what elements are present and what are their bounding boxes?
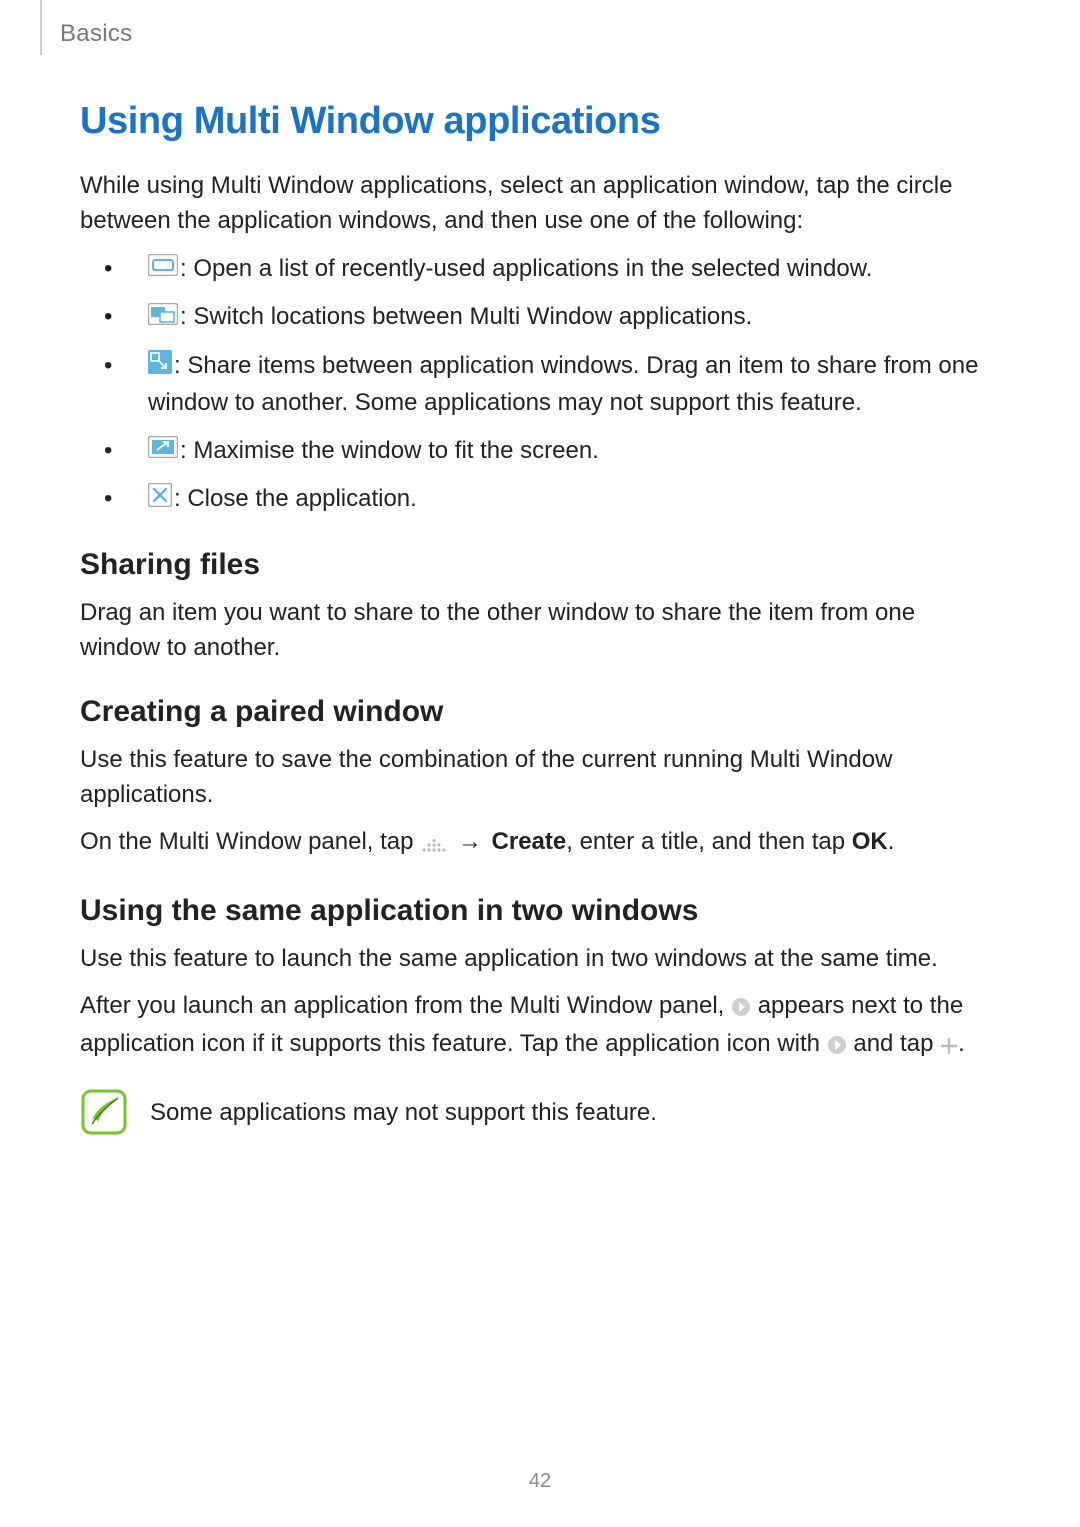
arrow-glyph: → bbox=[455, 825, 485, 860]
paired-window-heading: Creating a paired window bbox=[80, 695, 1000, 729]
list-item: : Switch locations between Multi Window … bbox=[80, 299, 1000, 336]
sharing-files-body: Drag an item you want to share to the ot… bbox=[80, 596, 1000, 666]
panel-handle-icon bbox=[420, 829, 448, 864]
page-number: 42 bbox=[0, 1470, 1080, 1493]
paired-window-body1: Use this feature to save the combination… bbox=[80, 743, 1000, 813]
same-app-body1: Use this feature to launch the same appl… bbox=[80, 942, 1000, 977]
text-fragment: On the Multi Window panel, tap bbox=[80, 828, 420, 855]
close-icon bbox=[148, 482, 172, 518]
list-item-text: : Share items between application window… bbox=[148, 352, 978, 416]
list-item-text: : Switch locations between Multi Window … bbox=[180, 303, 752, 330]
dual-badge-icon bbox=[827, 1031, 847, 1066]
list-item: : Share items between application window… bbox=[80, 348, 1000, 421]
list-item-text: : Close the application. bbox=[174, 485, 417, 512]
list-item: : Open a list of recently-used applicati… bbox=[80, 251, 1000, 288]
ok-label: OK bbox=[852, 828, 888, 855]
maximise-icon bbox=[148, 433, 178, 469]
switch-windows-icon bbox=[148, 300, 178, 336]
sharing-files-heading: Sharing files bbox=[80, 548, 1000, 582]
page-title: Using Multi Window applications bbox=[80, 100, 1000, 143]
list-item: : Maximise the window to fit the screen. bbox=[80, 433, 1000, 470]
intro-paragraph: While using Multi Window applications, s… bbox=[80, 169, 1000, 239]
dual-badge-icon bbox=[731, 993, 751, 1028]
text-fragment: and tap bbox=[853, 1030, 940, 1057]
paired-window-body2: On the Multi Window panel, tap → Create,… bbox=[80, 825, 1000, 864]
note-text: Some applications may not support this f… bbox=[150, 1088, 657, 1131]
note-block: Some applications may not support this f… bbox=[80, 1088, 1000, 1141]
plus-icon bbox=[940, 1031, 958, 1066]
create-label: Create bbox=[492, 828, 567, 855]
recent-apps-icon bbox=[148, 251, 178, 287]
section-label: Basics bbox=[60, 20, 133, 48]
note-icon bbox=[80, 1088, 128, 1141]
list-item-text: : Open a list of recently-used applicati… bbox=[180, 255, 872, 282]
list-item-text: : Maximise the window to fit the screen. bbox=[180, 437, 599, 464]
text-fragment: , enter a title, and then tap bbox=[566, 828, 852, 855]
text-fragment: . bbox=[958, 1030, 965, 1057]
text-fragment: . bbox=[888, 828, 895, 855]
same-app-body2: After you launch an application from the… bbox=[80, 989, 1000, 1067]
text-fragment: After you launch an application from the… bbox=[80, 992, 731, 1019]
icon-bullet-list: : Open a list of recently-used applicati… bbox=[80, 251, 1000, 518]
share-items-icon bbox=[148, 349, 172, 385]
same-app-heading: Using the same application in two window… bbox=[80, 894, 1000, 928]
list-item: : Close the application. bbox=[80, 481, 1000, 518]
header-rule bbox=[40, 0, 42, 55]
